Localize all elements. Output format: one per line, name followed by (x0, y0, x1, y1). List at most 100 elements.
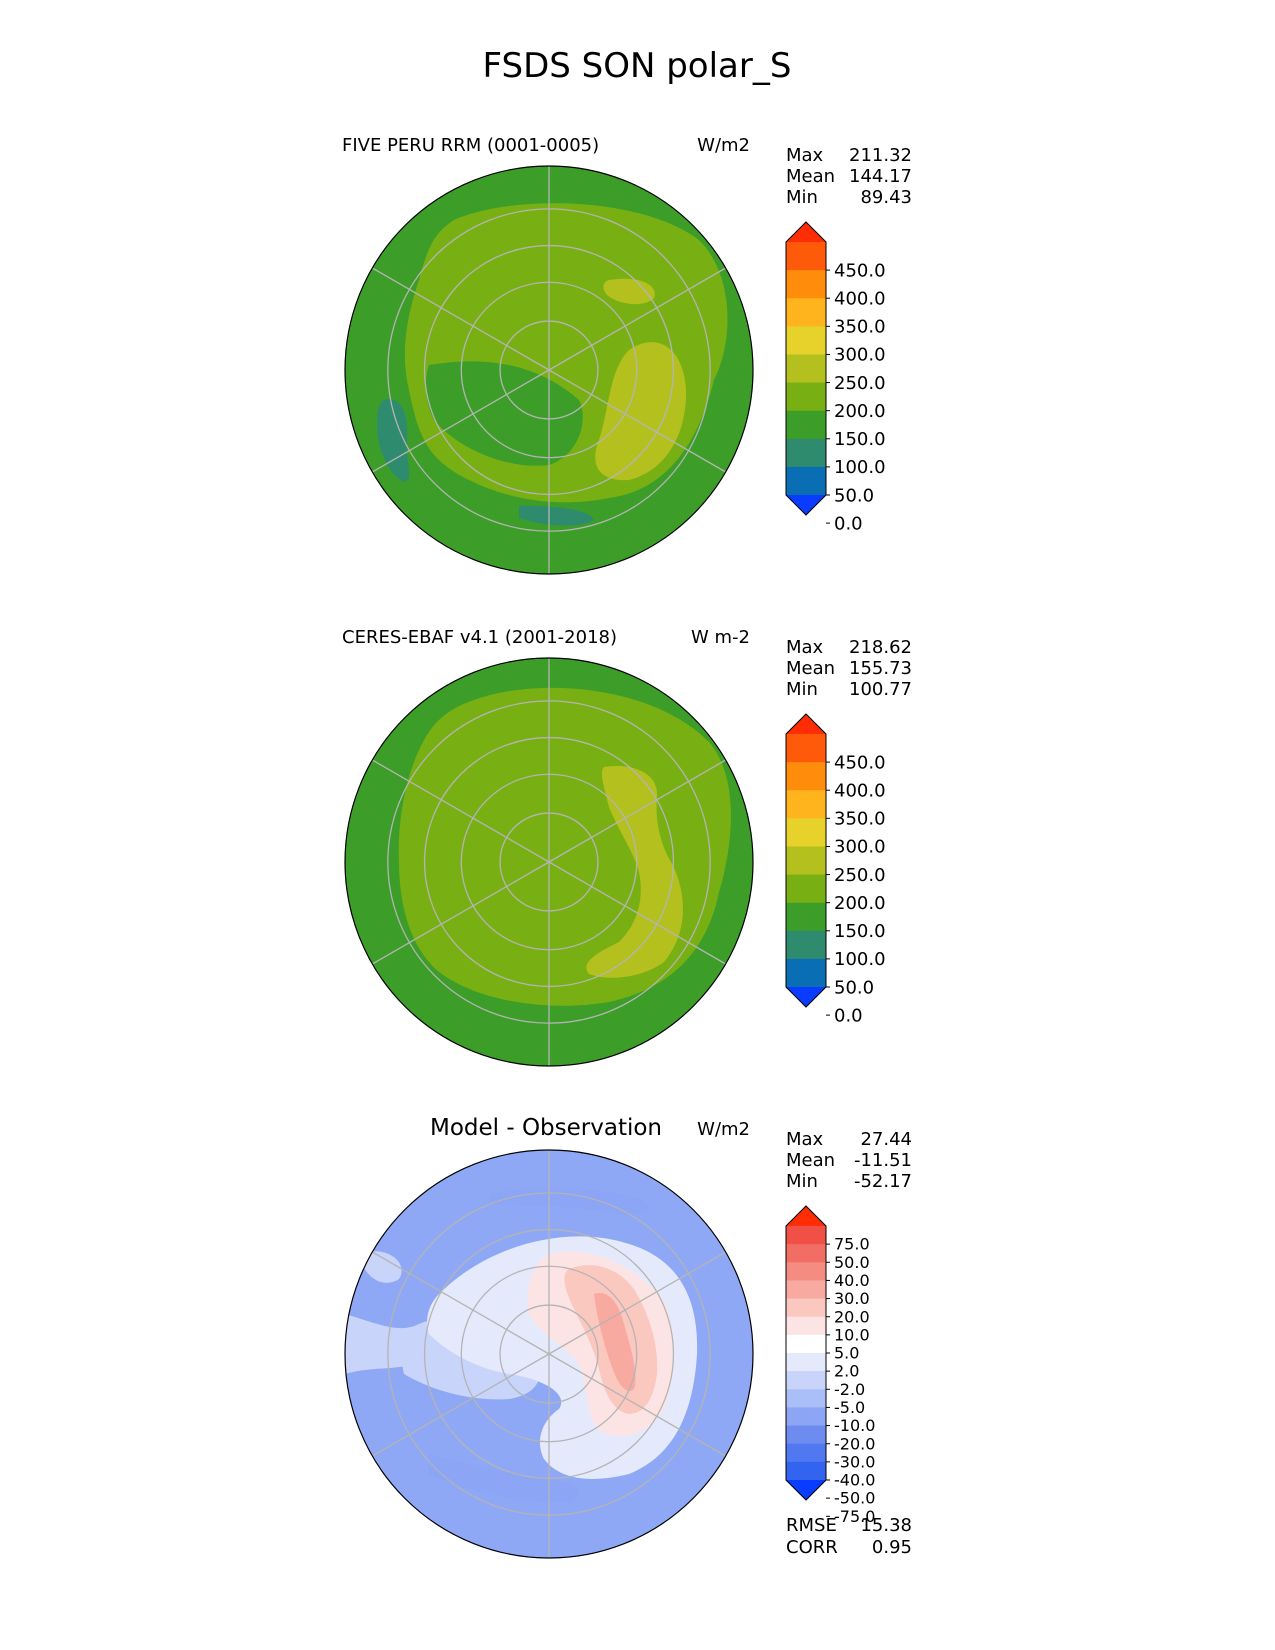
panel-ref-stats: Max 218.62 Mean 155.73 Min 100.77 (786, 637, 912, 700)
colorbar-tick-label: 50.0 (834, 1253, 870, 1272)
meridian-line (548, 1251, 726, 1355)
colorbar-segment (786, 1371, 826, 1390)
colorbar-segment (786, 790, 826, 819)
panel-test-stats: Max 211.32 Mean 144.17 Min 89.43 (786, 145, 912, 208)
colorbar-segment (786, 242, 826, 271)
colorbar-segment (786, 1389, 826, 1409)
meridian-line (548, 759, 726, 863)
panel-ref-mean-label: Mean (786, 658, 835, 679)
colorbar-tick-label: 350.0 (834, 809, 886, 830)
colorbar-segment (786, 382, 826, 412)
colorbar-tick-label: 0.0 (834, 1005, 863, 1026)
colorbar-segment (786, 846, 826, 876)
panel-diff: Model - Observation W/m2 Max 27.44 (344, 1115, 912, 1559)
panel-test: FIVE PERU RRM (0001-0005) W/m2 Max 211.3… (342, 135, 912, 575)
meridian-line (548, 1353, 726, 1457)
panel-test-min-value: 89.43 (860, 187, 912, 208)
panel-diff-map-boundary (344, 1149, 754, 1559)
meridian-line (372, 369, 550, 473)
meridian-line (372, 759, 550, 863)
colorbar-tick-label: -10.0 (834, 1416, 875, 1435)
colorbar-segment (786, 1334, 826, 1354)
panel-diff-metrics: RMSE 15.38 CORR 0.95 (786, 1515, 912, 1558)
colorbar-extend-max (786, 1206, 826, 1226)
colorbar-tick-label: -20.0 (834, 1434, 875, 1453)
corr-value: 0.95 (872, 1537, 912, 1558)
colorbar-tick-label: 100.0 (834, 949, 886, 970)
colorbar-segment (786, 1353, 826, 1372)
panel-diff-colorbar: 75.050.040.030.020.010.05.02.0-2.0-5.0-1… (785, 1205, 875, 1526)
colorbar-segment (786, 874, 826, 904)
panel-diff-graticule (372, 1150, 726, 1558)
colorbar-tick-label: 250.0 (834, 373, 886, 394)
colorbar-tick-label: 5.0 (834, 1344, 859, 1363)
meridian-line (372, 1353, 550, 1457)
colorbar-tick-label: 50.0 (834, 485, 874, 506)
colorbar-tick-label: -40.0 (834, 1471, 875, 1490)
panel-ref-max-label: Max (786, 637, 824, 658)
colorbar-segment (786, 326, 826, 356)
colorbar-segment (786, 298, 826, 327)
colorbar-segment (786, 1262, 826, 1282)
colorbar-tick-label: 30.0 (834, 1289, 870, 1308)
meridian-line (372, 267, 550, 371)
panel-ref-graticule (372, 658, 726, 1066)
panel-diff-title: Model - Observation (430, 1115, 662, 1141)
colorbar-segment (786, 734, 826, 763)
corr-label: CORR (786, 1537, 838, 1558)
colorbar-tick-label: 250.0 (834, 865, 886, 886)
panel-ref-min-value: 100.77 (849, 679, 912, 700)
colorbar-tick-label: 40.0 (834, 1271, 870, 1290)
meridian-line (548, 369, 726, 473)
colorbar-tick-label: 150.0 (834, 921, 886, 942)
panel-test-mean-value: 144.17 (849, 166, 912, 187)
colorbar-segment (786, 270, 826, 299)
colorbar-tick-label: 10.0 (834, 1325, 870, 1344)
panel-diff-max-label: Max (786, 1129, 824, 1150)
panel-diff-min-label: Min (786, 1171, 818, 1192)
colorbar-tick-label: -2.0 (834, 1380, 865, 1399)
colorbar-tick-label: 20.0 (834, 1307, 870, 1326)
panel-diff-max-value: 27.44 (860, 1129, 912, 1150)
colorbar-segment (786, 818, 826, 848)
colorbar-tick-label: -50.0 (834, 1489, 875, 1508)
panel-diff-stats: Max 27.44 Mean -11.51 Min -52.17 (786, 1129, 912, 1192)
colorbar-segment (786, 354, 826, 384)
colorbar-segment (786, 1280, 826, 1300)
colorbar-segment (786, 1461, 826, 1481)
colorbar-tick-label: 400.0 (834, 289, 886, 310)
colorbar-segment (786, 902, 826, 932)
colorbar-segment (786, 410, 826, 440)
colorbar-tick-label: 300.0 (834, 345, 886, 366)
colorbar-tick-label: 350.0 (834, 317, 886, 338)
colorbar-tick-label: 75.0 (834, 1235, 870, 1254)
colorbar-segment (786, 1443, 826, 1463)
panel-test-max-value: 211.32 (849, 145, 912, 166)
panel-ref-colorbar: 450.0 400.0 350.0 300.0 250.0 200.0 150.0 100.0… (785, 713, 886, 1026)
colorbar-extend-max (786, 714, 826, 734)
colorbar-tick-label: 0.0 (834, 513, 863, 534)
colorbar-extend-max (786, 222, 826, 242)
panel-ref-title: CERES-EBAF v4.1 (2001-2018) (342, 627, 617, 648)
colorbar-tick-label: 400.0 (834, 781, 886, 802)
panel-ref-map-boundary (344, 657, 754, 1067)
panel-test-graticule (372, 166, 726, 574)
panel-test-mean-label: Mean (786, 166, 835, 187)
colorbar-segment (786, 762, 826, 791)
colorbar-extend-min (786, 987, 826, 1007)
colorbar-segment (786, 1407, 826, 1427)
colorbar-segment (786, 438, 826, 468)
panel-test-map-boundary (344, 165, 754, 575)
colorbar-segment (786, 930, 826, 960)
figure-title: FSDS SON polar_S (483, 46, 792, 86)
panel-test-title: FIVE PERU RRM (0001-0005) (342, 135, 599, 156)
panel-diff-mean-value: -11.51 (854, 1150, 912, 1171)
colorbar-tick-label: 100.0 (834, 457, 886, 478)
colorbar-tick-label: 50.0 (834, 977, 874, 998)
colorbar-tick-label: -75.0 (834, 1507, 875, 1526)
colorbar-tick-label: 300.0 (834, 837, 886, 858)
meridian-line (548, 267, 726, 371)
panel-ref-max-value: 218.62 (849, 637, 912, 658)
colorbar-tick-label: 200.0 (834, 893, 886, 914)
